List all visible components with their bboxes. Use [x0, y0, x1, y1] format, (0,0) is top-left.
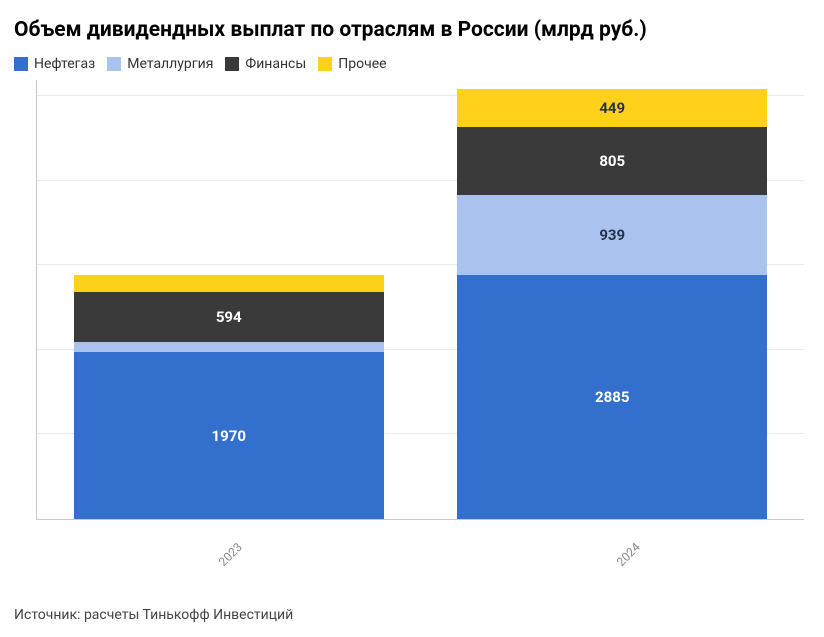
x-axis-label: 2023 [215, 540, 244, 569]
legend-swatch [107, 57, 121, 71]
bar-segment: 594 [74, 292, 384, 342]
legend-label: Финансы [245, 56, 306, 72]
plot: 1970 594 2885 939 805 449 [36, 80, 804, 520]
legend-swatch [318, 57, 332, 71]
legend-label: Металлургия [127, 56, 213, 72]
bar-segment [74, 275, 384, 292]
bar-value-label: 449 [599, 99, 625, 117]
legend-swatch [225, 57, 239, 71]
legend-label: Прочее [338, 56, 386, 72]
bar-column: 1970 594 [74, 275, 384, 519]
bar-value-label: 939 [599, 226, 625, 244]
bar-value-label: 2885 [595, 388, 629, 406]
legend: Нефтегаз Металлургия Финансы Прочее [14, 56, 810, 72]
chart-area: 1970 594 2885 939 805 449 [36, 80, 810, 520]
legend-item: Финансы [225, 56, 306, 72]
source-text: Источник: расчеты Тинькофф Инвестиций [14, 607, 293, 623]
bar-segment: 939 [457, 195, 767, 274]
bar-column: 2885 939 805 449 [457, 89, 767, 519]
x-axis-label: 2024 [613, 540, 642, 569]
bar-value-label: 805 [599, 152, 625, 170]
bar-segment [74, 342, 384, 352]
bar-segment: 2885 [457, 275, 767, 519]
bar-value-label: 1970 [212, 427, 246, 445]
chart-title: Объем дивидендных выплат по отраслям в Р… [14, 18, 810, 42]
legend-label: Нефтегаз [34, 56, 95, 72]
bar-segment: 1970 [74, 352, 384, 519]
legend-swatch [14, 57, 28, 71]
bars-container: 1970 594 2885 939 805 449 [37, 80, 804, 519]
legend-item: Металлургия [107, 56, 213, 72]
bar-value-label: 594 [216, 308, 242, 326]
x-axis: 20232024 [22, 526, 818, 540]
legend-item: Прочее [318, 56, 386, 72]
bar-segment: 805 [457, 127, 767, 195]
bar-segment: 449 [457, 89, 767, 127]
legend-item: Нефтегаз [14, 56, 95, 72]
